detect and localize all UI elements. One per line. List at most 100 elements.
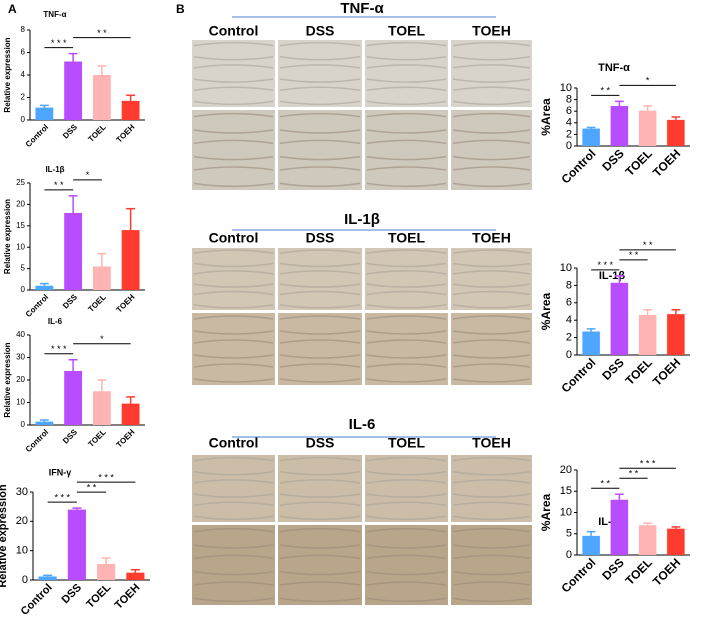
tissue-texture xyxy=(279,56,361,61)
tissue-texture xyxy=(279,471,361,476)
tissue-texture xyxy=(366,479,447,484)
x-tick-label: TOEH xyxy=(650,355,683,388)
micrograph-image xyxy=(278,40,362,107)
tissue-texture xyxy=(366,100,447,106)
tissue-texture xyxy=(452,363,531,368)
bar xyxy=(92,75,111,120)
tissue-texture xyxy=(279,249,361,254)
bar xyxy=(64,212,83,290)
x-tick-label: Control xyxy=(558,355,598,395)
y-tick-label: 10 xyxy=(560,262,572,274)
y-tick-label: 0 xyxy=(566,349,572,361)
y-tick-label: 6 xyxy=(566,105,572,117)
micrograph-image xyxy=(365,248,448,310)
tissue-texture xyxy=(193,155,274,161)
significance-label: * xyxy=(86,170,90,180)
tissue-texture xyxy=(452,129,531,134)
micrograph-image xyxy=(278,455,362,522)
y-tick-label: 5 xyxy=(566,528,572,540)
column-label: DSS xyxy=(306,230,335,246)
tissue-texture xyxy=(279,129,361,134)
significance-label: * * * xyxy=(98,473,114,483)
tissue-texture xyxy=(279,527,361,533)
y-tick-label: 2 xyxy=(566,332,572,344)
column-label: DSS xyxy=(306,23,335,39)
x-tick-label: DSS xyxy=(61,122,79,140)
significance-label: * * xyxy=(643,240,653,250)
micrograph-image xyxy=(192,248,275,310)
y-tick-label: 15 xyxy=(16,221,25,230)
tissue-texture xyxy=(193,554,274,560)
tissue-texture xyxy=(279,78,361,83)
x-tick-label: Control xyxy=(558,146,598,186)
bar xyxy=(582,535,600,555)
micrograph-image xyxy=(451,313,532,385)
y-tick-label: 30 xyxy=(16,353,25,362)
tissue-texture xyxy=(193,456,274,462)
tissue-texture xyxy=(193,581,274,586)
tissue-texture xyxy=(366,501,447,506)
bar xyxy=(121,100,140,120)
micrograph-image xyxy=(278,110,362,190)
tissue-texture xyxy=(193,290,274,296)
x-tick-label: Control xyxy=(24,123,50,149)
tissue-texture xyxy=(452,527,531,533)
x-tick-label: TOEH xyxy=(115,122,137,144)
tissue-texture xyxy=(366,339,447,344)
tissue-texture xyxy=(452,112,531,118)
tissue-texture xyxy=(193,139,274,145)
bar xyxy=(64,61,83,120)
tissue-texture xyxy=(193,570,274,576)
tissue-texture xyxy=(366,544,447,549)
tissue-texture xyxy=(193,41,274,47)
tissue-texture xyxy=(452,339,531,344)
tissue-texture xyxy=(452,100,531,106)
bar xyxy=(97,563,116,580)
bar xyxy=(38,576,57,580)
significance-label: * * xyxy=(87,483,97,493)
bar xyxy=(582,128,600,146)
tissue-texture xyxy=(279,554,361,560)
y-axis-label: %Area xyxy=(539,293,553,331)
tissue-texture xyxy=(279,515,361,521)
micrograph-image xyxy=(451,40,532,107)
tissue-texture xyxy=(193,501,274,506)
x-tick-label: TOEH xyxy=(650,555,683,588)
tissue-texture xyxy=(366,78,447,83)
x-tick-label: TOEL xyxy=(86,292,107,313)
bar xyxy=(35,285,54,290)
y-axis-label: Relative expression xyxy=(3,342,12,417)
chart-title: TNF-α xyxy=(43,10,66,19)
tissue-texture xyxy=(279,456,361,462)
tissue-texture xyxy=(193,182,274,188)
tissue-texture xyxy=(452,249,531,254)
column-label: TOEH xyxy=(472,435,511,451)
micrograph-title: IL-6 xyxy=(349,416,376,433)
tissue-texture xyxy=(366,139,447,145)
micrograph-image xyxy=(365,313,448,385)
micrograph-image xyxy=(451,455,532,522)
x-tick-label: TOEL xyxy=(84,581,113,610)
y-axis-label: Relative expression xyxy=(0,484,9,588)
x-tick-label: TOEH xyxy=(650,146,683,179)
tissue-texture xyxy=(366,283,447,288)
significance-label: * * xyxy=(629,469,639,479)
bar xyxy=(126,572,145,580)
tissue-texture xyxy=(279,304,361,309)
tissue-texture xyxy=(193,270,274,275)
tissue-texture xyxy=(279,570,361,576)
micrograph-image xyxy=(451,525,532,605)
tissue-texture xyxy=(193,471,274,476)
column-label: TOEL xyxy=(388,230,426,246)
y-axis-label: Relative expression xyxy=(3,37,12,112)
y-tick-label: 8 xyxy=(21,25,26,34)
tissue-texture xyxy=(279,112,361,118)
tissue-texture xyxy=(452,166,531,171)
tissue-texture xyxy=(452,471,531,476)
tissue-texture xyxy=(279,64,361,69)
micrograph-image xyxy=(192,40,275,107)
x-tick-label: TOEL xyxy=(623,355,655,387)
tissue-texture xyxy=(279,166,361,171)
tissue-texture xyxy=(452,78,531,83)
